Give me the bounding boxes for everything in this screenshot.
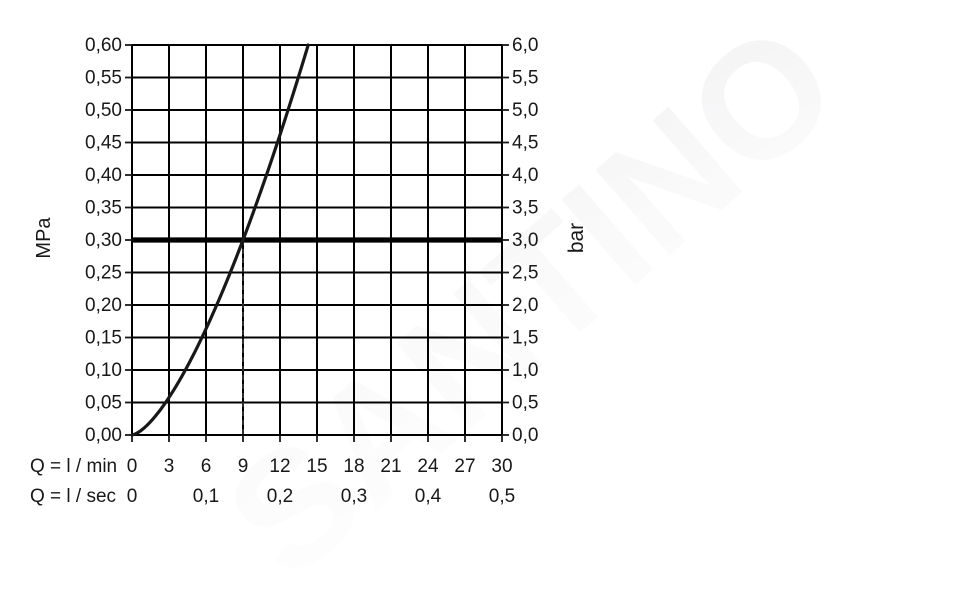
- svg-text:4,0: 4,0: [512, 165, 538, 186]
- svg-text:bar: bar: [565, 223, 588, 253]
- svg-text:5,0: 5,0: [512, 100, 538, 121]
- svg-text:3,5: 3,5: [512, 198, 538, 219]
- svg-text:0,60: 0,60: [85, 35, 122, 56]
- svg-text:0,50: 0,50: [85, 100, 122, 121]
- svg-text:5,5: 5,5: [512, 68, 538, 89]
- svg-text:0,4: 0,4: [415, 486, 442, 507]
- svg-text:21: 21: [380, 456, 401, 477]
- svg-text:0,05: 0,05: [85, 393, 122, 414]
- svg-text:Q = l / sec: Q = l / sec: [30, 486, 116, 507]
- svg-text:2,5: 2,5: [512, 263, 538, 284]
- svg-text:0,30: 0,30: [85, 230, 122, 251]
- svg-text:0,5: 0,5: [512, 393, 538, 414]
- svg-text:0: 0: [127, 456, 138, 477]
- svg-text:Q = l / min: Q = l / min: [30, 456, 117, 477]
- svg-text:0,40: 0,40: [85, 165, 122, 186]
- svg-text:0,45: 0,45: [85, 133, 122, 154]
- svg-text:15: 15: [306, 456, 327, 477]
- svg-text:0: 0: [127, 486, 138, 507]
- svg-text:MPa: MPa: [33, 217, 55, 259]
- svg-text:0,00: 0,00: [85, 425, 122, 446]
- svg-text:0,5: 0,5: [489, 486, 515, 507]
- svg-text:0,10: 0,10: [85, 360, 122, 381]
- svg-text:0,55: 0,55: [85, 68, 122, 89]
- svg-text:27: 27: [454, 456, 475, 477]
- svg-text:3: 3: [164, 456, 175, 477]
- svg-text:0,2: 0,2: [267, 486, 293, 507]
- svg-text:6,0: 6,0: [512, 35, 538, 56]
- svg-text:30: 30: [491, 456, 512, 477]
- svg-text:24: 24: [417, 456, 439, 477]
- svg-text:0,35: 0,35: [85, 198, 122, 219]
- svg-text:9: 9: [238, 456, 249, 477]
- svg-text:1,5: 1,5: [512, 328, 538, 349]
- svg-text:12: 12: [269, 456, 290, 477]
- svg-text:6: 6: [201, 456, 212, 477]
- svg-text:2,0: 2,0: [512, 295, 538, 316]
- svg-text:0,25: 0,25: [85, 263, 122, 284]
- svg-text:0,3: 0,3: [341, 486, 367, 507]
- svg-text:0,15: 0,15: [85, 328, 122, 349]
- svg-text:3,0: 3,0: [512, 230, 538, 251]
- svg-text:4,5: 4,5: [512, 133, 538, 154]
- svg-text:0,0: 0,0: [512, 425, 538, 446]
- svg-text:0,1: 0,1: [193, 486, 219, 507]
- svg-text:18: 18: [343, 456, 364, 477]
- svg-text:0,20: 0,20: [85, 295, 122, 316]
- svg-text:1,0: 1,0: [512, 360, 538, 381]
